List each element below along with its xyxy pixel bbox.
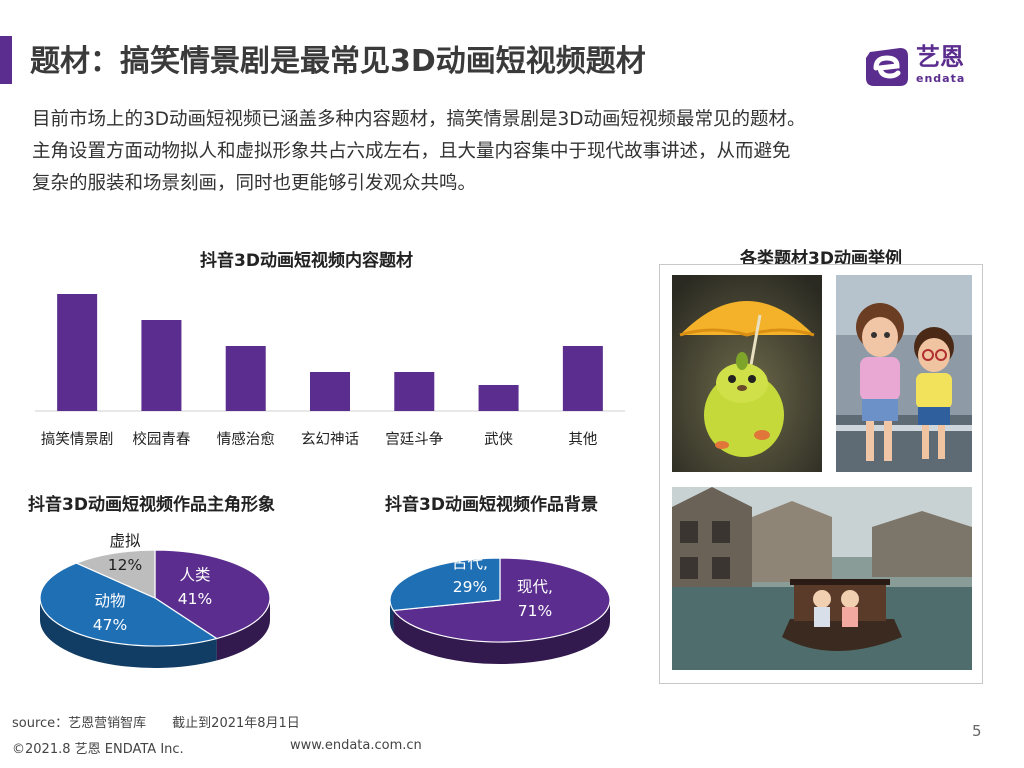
pie-slice-现代 [392, 557, 611, 643]
bar-其他 [562, 346, 603, 411]
pie-side-动物 [40, 598, 217, 668]
pie-value-label: 41% [178, 590, 212, 608]
x-tick-label: 其他 [568, 431, 597, 448]
bar-搞笑情景剧 [57, 294, 98, 411]
pie-label: 现代, [517, 578, 553, 596]
pie-label: 虚拟 [109, 532, 141, 550]
pie-chart-background-title: 抖音3D动画短视频作品背景 [385, 495, 598, 515]
bar-武侠 [478, 385, 519, 411]
pie-label: 人类 [179, 566, 210, 584]
intro-line: 目前市场上的3D动画短视频已涵盖多种内容题材，搞笑情景剧是3D动画短视频最常见的… [32, 109, 806, 130]
endata-logo: 艺恩 endata [862, 44, 992, 92]
bar-宫廷斗争 [394, 372, 435, 411]
x-tick-label: 武侠 [484, 431, 513, 448]
x-tick-label: 情感治愈 [217, 431, 275, 448]
x-tick-label: 宫廷斗争 [385, 430, 443, 448]
title-accent-bar [0, 36, 12, 84]
bar-chart-title: 抖音3D动画短视频内容题材 [200, 251, 413, 271]
pie-value-label: 47% [93, 616, 127, 634]
x-tick-label: 校园青春 [132, 431, 190, 448]
source-note: source：艺恩营销智库 截止到2021年8月1日 [12, 716, 300, 731]
pie-label: 动物 [94, 592, 125, 610]
bar-校园青春 [141, 320, 182, 411]
x-tick-label: 搞笑情景剧 [41, 431, 114, 448]
pie-chart-role-title: 抖音3D动画短视频作品主角形象 [28, 495, 275, 515]
pie-chart-background: 现代, 71% 古代, 29% [389, 554, 611, 664]
logo-sub: endata [916, 72, 966, 85]
pie-slice-虚拟 [74, 549, 156, 599]
example-image-two-girls [836, 275, 972, 472]
page-number: 5 [972, 722, 982, 740]
pie-chart-role: 人类 41% 动物 47% 虚拟 12% [40, 532, 271, 668]
pie-value-label: 29% [453, 578, 487, 596]
examples-panel [659, 264, 983, 684]
pie-label: 古代, [452, 554, 488, 572]
bar-玄幻神话 [310, 372, 350, 411]
intro-line: 主角设置方面动物拟人和虚拟形象共占六成左右，且大量内容集中于现代故事讲述，从而避… [32, 141, 791, 162]
pie-side-现代 [393, 600, 610, 664]
endata-logo-icon [866, 48, 908, 86]
copyright: ©2021.8 艺恩 ENDATA Inc. [12, 742, 184, 757]
bar-chart: 搞笑情景剧 校园青春 情感治愈 玄幻神话 宫廷斗争 武侠 其他 [35, 294, 625, 448]
page-title: 题材：搞笑情景剧是最常见3D动画短视频题材 [30, 44, 646, 79]
pie-side-古代 [390, 600, 394, 633]
x-tick-label: 玄幻神话 [301, 431, 359, 448]
pie-slice-古代 [389, 557, 501, 612]
intro-text: 目前市场上的3D动画短视频已涵盖多种内容题材，搞笑情景剧是3D动画短视频最常见的… [32, 104, 992, 200]
intro-line: 复杂的服装和场景刻画，同时也更能够引发观众共鸣。 [32, 173, 477, 194]
example-image-canal-boat [672, 487, 972, 670]
pie-value-label: 12% [108, 556, 142, 574]
footer-url[interactable]: www.endata.com.cn [290, 738, 422, 753]
pie-value-label: 71% [518, 602, 552, 620]
pie-slice-动物 [40, 562, 219, 647]
example-image-mascot-umbrella [672, 275, 822, 472]
logo-name: 艺恩 [916, 43, 964, 71]
bar-情感治愈 [225, 346, 266, 411]
